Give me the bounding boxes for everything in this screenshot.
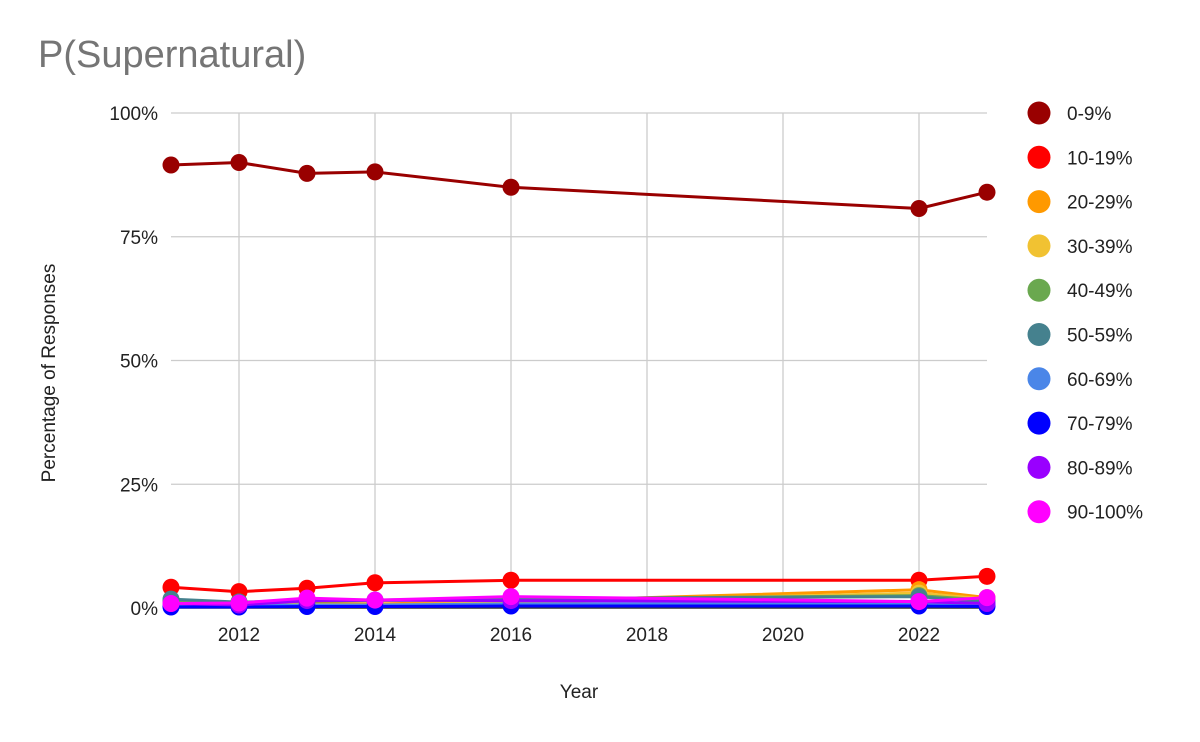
x-tick-label: 2020 [762,625,804,646]
series-line [171,604,988,609]
x-tick-label: 2014 [354,625,397,646]
x-tick-label: 2018 [626,625,668,646]
y-tick-label: 0% [131,599,159,620]
legend-swatch [1027,323,1051,346]
legend-label: 50-59% [1067,326,1133,347]
data-point [502,571,520,589]
data-point [366,163,384,181]
legend-label: 0-9% [1067,104,1111,125]
data-point [502,178,520,196]
x-tick-label: 2022 [898,625,940,646]
data-point [366,591,384,609]
x-axis-title: Year [560,682,599,703]
x-tick-label: 2012 [218,625,260,646]
data-point [910,200,928,218]
data-point [978,589,996,607]
data-point [230,594,248,612]
data-point [978,183,996,201]
series-line [170,574,988,594]
axes: 0% 25% 50% 75% 100% 2012 2014 2016 2018 2020 2022 [109,104,987,646]
legend-label: 80-89% [1067,458,1133,479]
x-tick-label: 2016 [490,625,532,646]
y-tick-label: 100% [109,104,158,125]
legend-swatch [1027,455,1051,479]
legend: 0-9% 10-19% 20-29% 30-39% 40-49% 50-59% 60-69%… [1027,101,1143,524]
data-point [162,595,180,613]
y-axis-title: Percentage of Responses [39,264,60,483]
chart-title: P(Supernatural) [38,34,307,76]
legend-label: 10-19% [1067,148,1133,169]
legend-swatch [1027,101,1051,125]
legend-label: 90-100% [1067,503,1143,524]
y-tick-label: 50% [120,352,158,373]
legend-swatch [1027,234,1051,258]
legend-swatch [1027,190,1051,214]
data-points [162,154,996,616]
legend-swatch [1027,145,1051,169]
legend-label: 20-29% [1067,193,1133,214]
legend-swatch [1027,367,1051,391]
data-point [162,578,180,596]
data-point [230,154,248,171]
data-point [298,164,316,182]
data-point [910,593,928,611]
legend-swatch [1027,411,1051,435]
data-point [298,589,316,607]
data-point [978,567,996,585]
legend-swatch [1027,278,1051,302]
series-lines [170,161,988,609]
legend-label: 40-49% [1067,281,1133,302]
data-point [502,588,520,606]
series-line [170,161,988,210]
gridlines [171,112,987,609]
y-tick-label: 25% [120,475,158,496]
legend-label: 30-39% [1067,237,1133,258]
legend-label: 60-69% [1067,370,1133,391]
y-tick-label: 75% [120,228,158,249]
data-point [366,574,384,592]
legend-label: 70-79% [1067,414,1133,435]
legend-swatch [1027,500,1051,524]
data-point [162,156,180,174]
